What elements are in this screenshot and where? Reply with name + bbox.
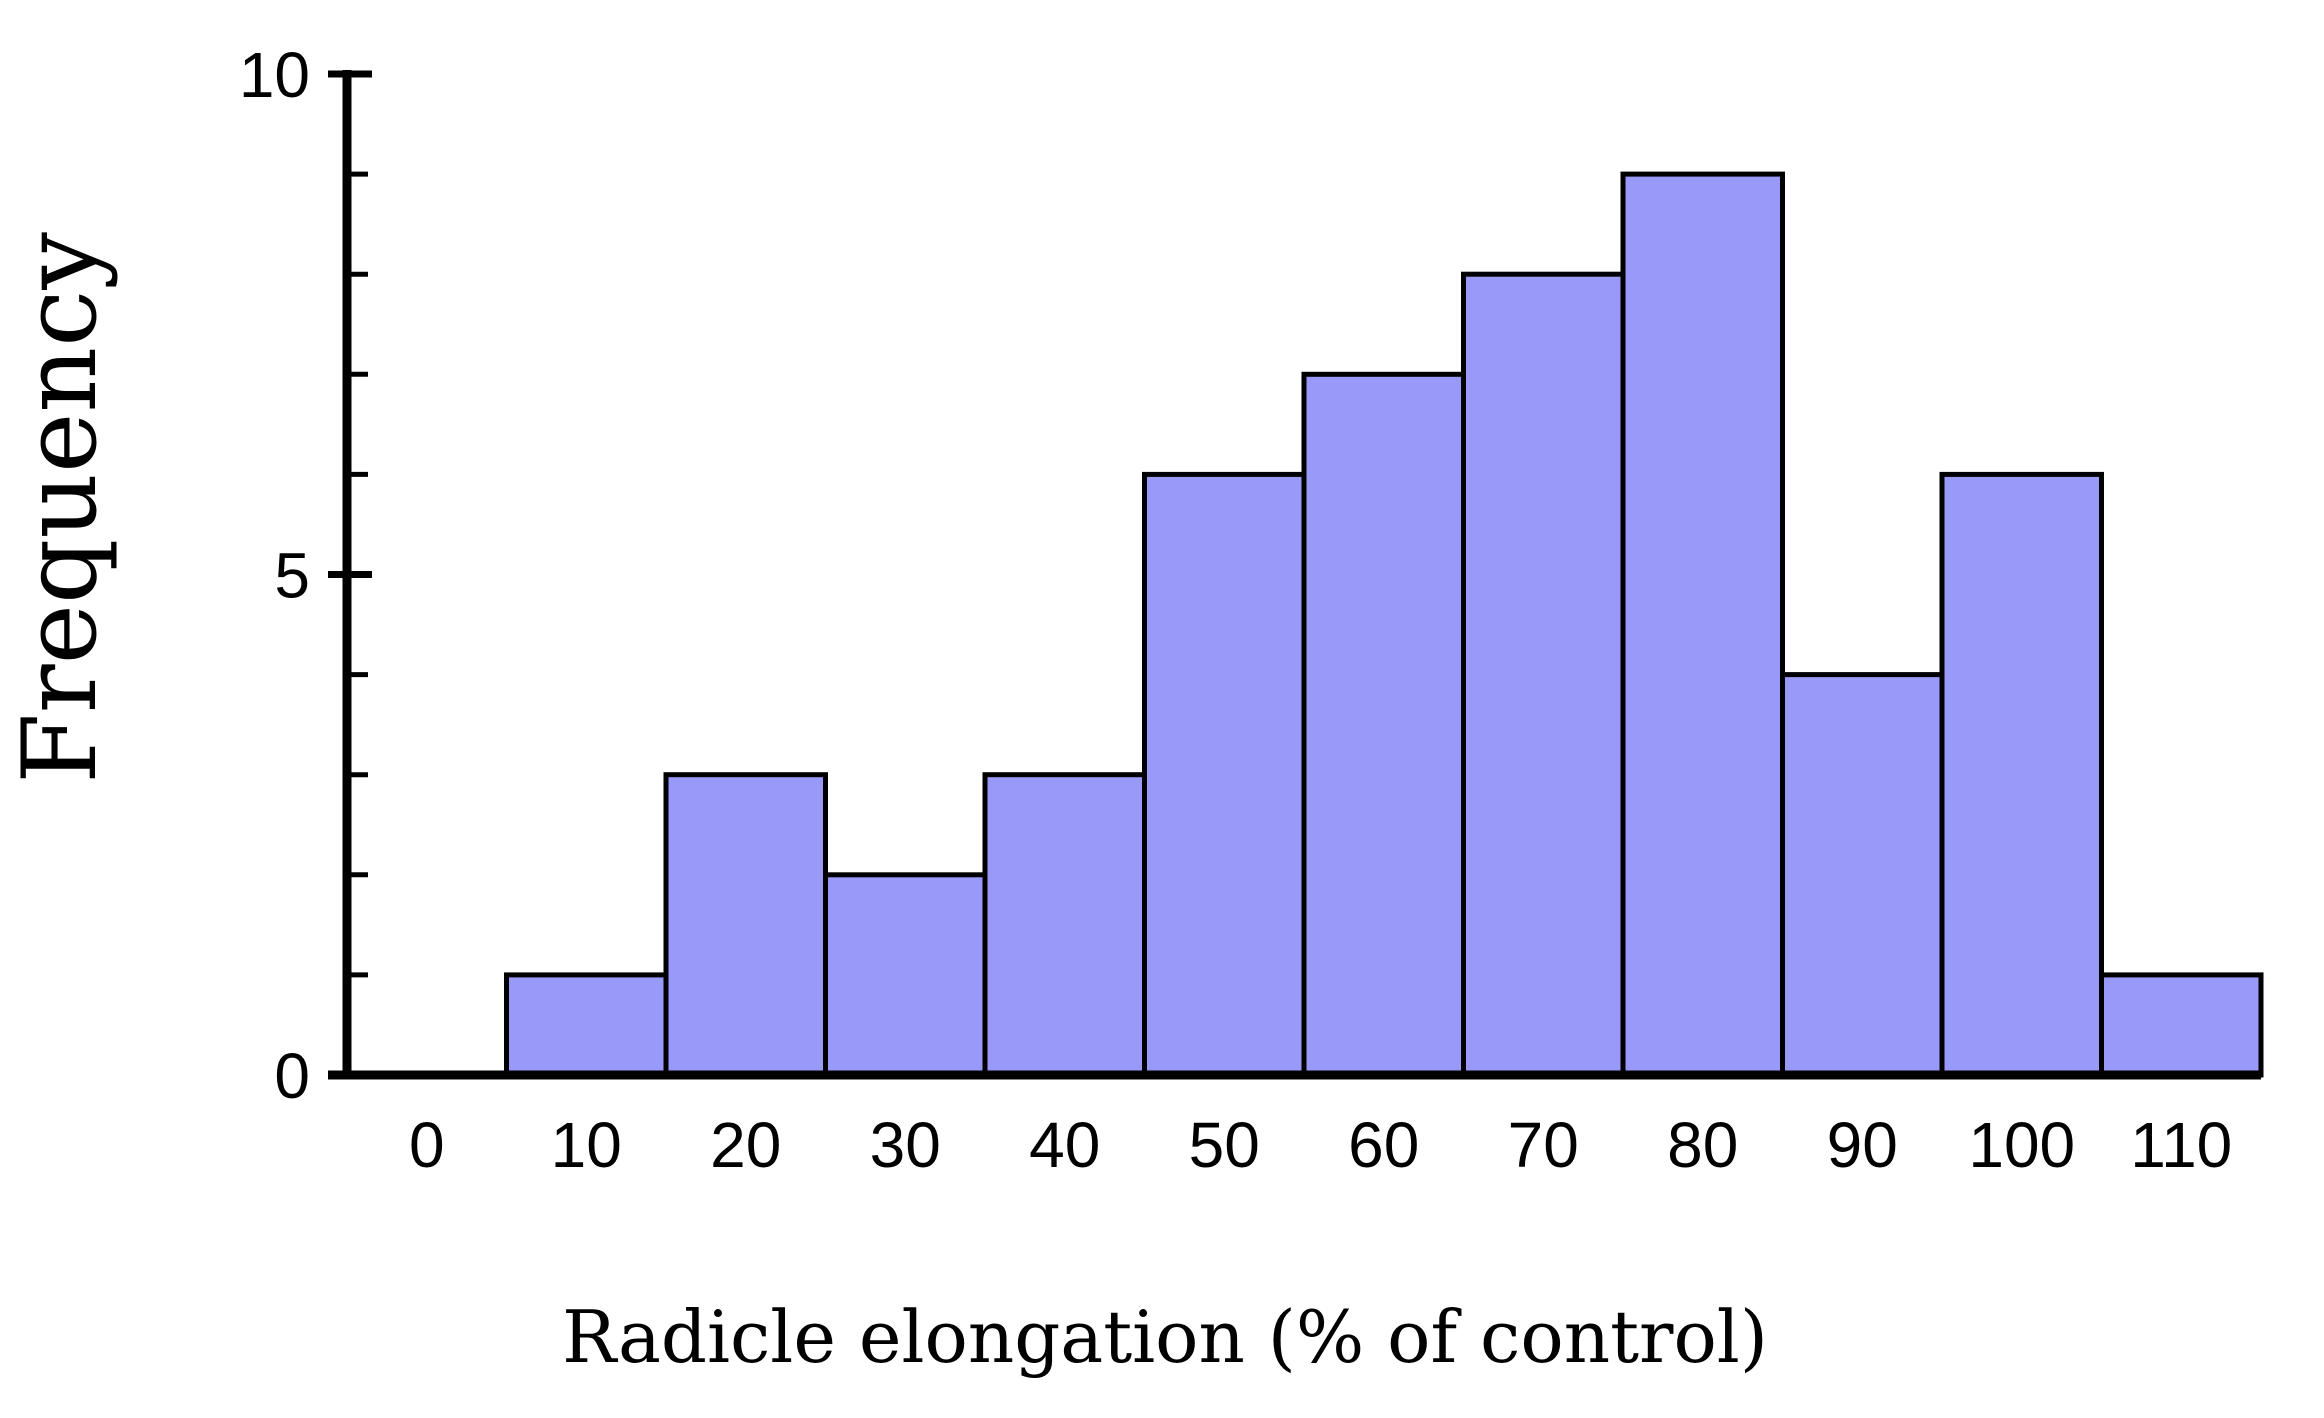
x-tick-label: 90 xyxy=(1827,1109,1898,1181)
x-tick-label: 110 xyxy=(2130,1109,2232,1181)
histogram-bar xyxy=(504,972,669,1078)
x-tick-label: 0 xyxy=(409,1109,445,1181)
x-tick-label: 30 xyxy=(870,1109,941,1181)
bars-group xyxy=(504,171,2264,1078)
histogram-bar xyxy=(663,772,828,1078)
y-axis-title: Frequency xyxy=(1,232,120,784)
x-tick-label: 60 xyxy=(1348,1109,1419,1181)
x-tick-label: 50 xyxy=(1189,1109,1260,1181)
x-tick-label: 40 xyxy=(1029,1109,1100,1181)
x-tick-labels: 0 10 20 30 40 50 60 70 80 90 100 110 xyxy=(409,1109,2232,1181)
histogram-bar xyxy=(1620,171,1785,1078)
y-axis-major-ticks xyxy=(328,70,372,1079)
histogram-bar xyxy=(1142,471,1307,1078)
x-tick-label: 10 xyxy=(551,1109,622,1181)
y-tick-label: 0 xyxy=(274,1040,310,1112)
histogram-bar xyxy=(1780,672,1945,1078)
y-tick-label: 10 xyxy=(239,39,310,111)
y-axis-minor-ticks xyxy=(347,171,368,978)
x-axis-title: Radicle elongation (% of control) xyxy=(562,1295,1768,1379)
histogram-bar xyxy=(1301,371,1466,1078)
x-tick-label: 70 xyxy=(1508,1109,1579,1181)
histogram-bar xyxy=(982,772,1147,1078)
y-tick-label: 5 xyxy=(274,540,310,612)
histogram-bar xyxy=(1939,471,2104,1078)
x-tick-label: 20 xyxy=(710,1109,781,1181)
histogram-bar xyxy=(823,872,988,1078)
histogram-bar xyxy=(2099,972,2264,1078)
histogram-bar xyxy=(1461,271,1626,1078)
x-tick-label: 100 xyxy=(1968,1109,2075,1181)
y-tick-labels: 0 5 10 xyxy=(239,39,310,1112)
x-tick-label: 80 xyxy=(1667,1109,1738,1181)
